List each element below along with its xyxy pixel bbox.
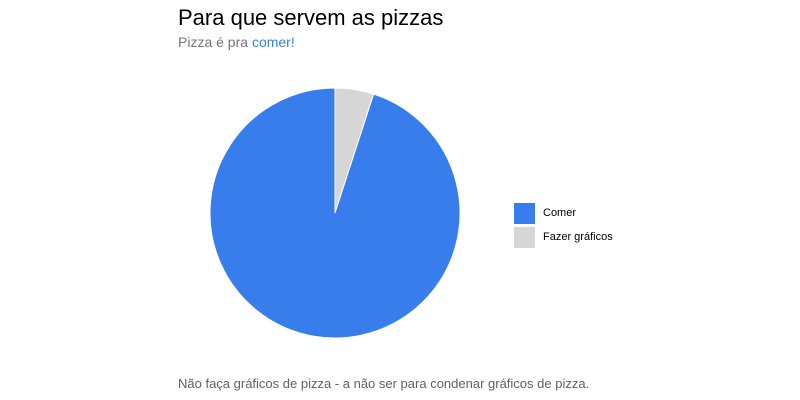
legend-swatch-fazer-graficos <box>514 226 535 248</box>
chart-title: Para que servem as pizzas <box>178 5 444 30</box>
legend-swatch-comer <box>514 202 535 224</box>
pie-slice-comer <box>209 87 461 339</box>
legend-label-fazer-graficos: Fazer gráficos <box>543 231 613 243</box>
legend-item-comer: Comer <box>514 202 613 224</box>
chart-footnote: Não faça gráficos de pizza - a não ser p… <box>178 376 590 391</box>
legend-item-fazer-graficos: Fazer gráficos <box>514 226 613 248</box>
subtitle-prefix: Pizza é pra <box>178 34 252 50</box>
legend: Comer Fazer gráficos <box>514 202 613 250</box>
legend-label-comer: Comer <box>543 207 577 219</box>
subtitle-highlight: comer! <box>251 34 295 50</box>
chart-subtitle: Pizza é pra comer! <box>178 34 295 50</box>
